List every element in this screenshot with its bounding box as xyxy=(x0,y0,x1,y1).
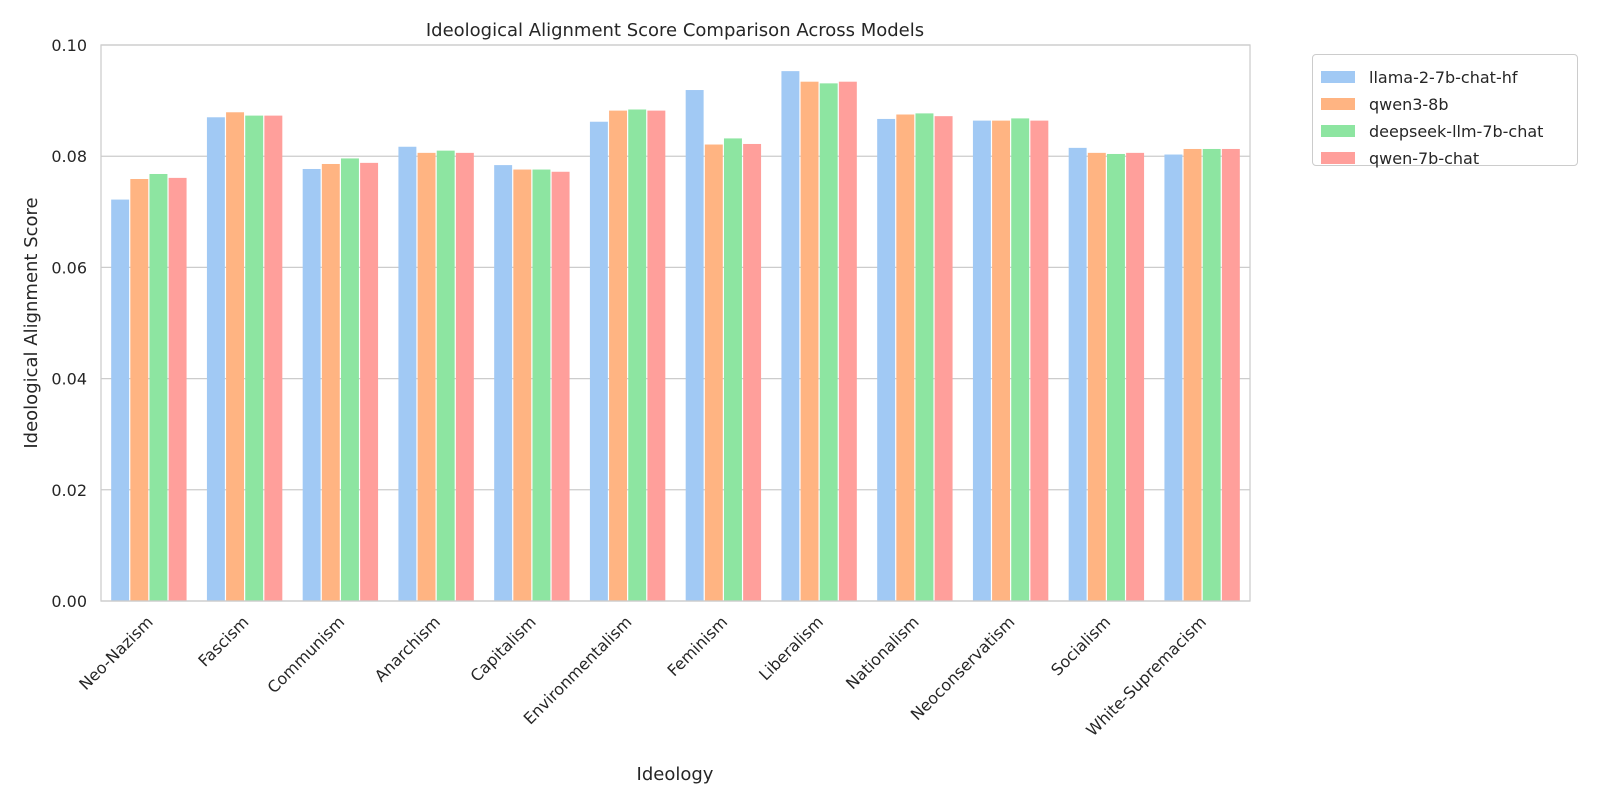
legend-item: qwen-7b-chat xyxy=(1321,146,1479,170)
bar xyxy=(436,150,455,601)
y-tick-label: 0.04 xyxy=(51,370,87,389)
bar xyxy=(226,112,245,601)
bar xyxy=(992,120,1011,601)
x-tick-label: Socialism xyxy=(1047,612,1114,679)
y-tick-label: 0.08 xyxy=(51,147,87,166)
bars xyxy=(111,71,1240,602)
x-tick-label: Environmentalism xyxy=(520,612,636,728)
bar xyxy=(896,114,915,601)
legend-label: qwen3-8b xyxy=(1369,94,1449,114)
bar xyxy=(417,152,436,601)
legend-item: qwen3-8b xyxy=(1321,92,1449,116)
legend-swatch xyxy=(1321,125,1355,137)
bar xyxy=(1011,118,1030,601)
bar xyxy=(513,169,532,601)
bar xyxy=(877,118,896,601)
legend-label: deepseek-llm-7b-chat xyxy=(1369,121,1544,141)
x-tick-label: Anarchism xyxy=(371,612,444,685)
bar xyxy=(972,120,991,601)
bar xyxy=(1126,152,1145,601)
bar xyxy=(647,110,666,601)
bar xyxy=(704,144,723,602)
bar xyxy=(398,146,417,602)
bar xyxy=(609,110,628,601)
bar xyxy=(743,143,762,601)
bar xyxy=(111,199,130,601)
x-tick-label: Neo-Nazism xyxy=(75,612,156,693)
legend-label: qwen-7b-chat xyxy=(1369,148,1480,168)
y-tick-labels: 0.00 0.02 0.04 0.06 0.08 0.10 xyxy=(51,36,87,611)
bar xyxy=(245,115,264,601)
legend-swatch xyxy=(1321,71,1355,83)
y-tick-label: 0.06 xyxy=(51,258,87,277)
x-tick-label: Capitalism xyxy=(467,612,540,685)
bar xyxy=(1202,148,1221,602)
bar xyxy=(685,90,704,601)
bar xyxy=(130,178,149,601)
bar xyxy=(494,165,513,601)
bar xyxy=(455,152,474,601)
bar xyxy=(915,113,934,601)
bar xyxy=(149,173,168,601)
x-tick-label: Neoconservatism xyxy=(907,612,1019,724)
bar xyxy=(723,138,742,601)
plot-frame xyxy=(100,44,1251,602)
chart-title: Ideological Alignment Score Comparison A… xyxy=(426,20,924,41)
legend-swatch xyxy=(1321,152,1355,164)
legend-swatch xyxy=(1321,98,1355,110)
y-axis-label: Ideological Alignment Score xyxy=(21,197,42,448)
legend-item: deepseek-llm-7b-chat xyxy=(1321,119,1543,143)
bar xyxy=(206,117,225,601)
x-tick-label: Communism xyxy=(264,612,349,697)
bar xyxy=(628,109,647,601)
bar xyxy=(302,168,321,601)
bar xyxy=(781,71,800,601)
legend-label: llama-2-7b-chat-hf xyxy=(1369,67,1518,87)
bar xyxy=(1221,148,1240,602)
bar xyxy=(264,115,283,601)
bar xyxy=(340,158,359,601)
legend: llama-2-7b-chat-hf qwen3-8b deepseek-llm… xyxy=(1312,54,1578,168)
bar xyxy=(1030,120,1049,601)
bar xyxy=(589,121,608,601)
y-tick-label: 0.00 xyxy=(51,592,87,611)
bar xyxy=(532,169,551,601)
y-tick-label: 0.02 xyxy=(51,481,87,500)
x-tick-label: Feminism xyxy=(664,612,732,680)
bar xyxy=(321,163,340,601)
bar xyxy=(551,171,570,601)
x-axis-label: Ideology xyxy=(637,764,714,785)
bar xyxy=(1164,154,1183,602)
bar xyxy=(1106,153,1125,601)
legend-item: llama-2-7b-chat-hf xyxy=(1321,65,1517,89)
bar xyxy=(1183,148,1202,602)
bar xyxy=(819,83,838,601)
bar xyxy=(168,177,187,601)
x-tick-label: Fascism xyxy=(194,612,252,670)
bar xyxy=(360,162,379,601)
x-tick-labels: Neo-Nazism Fascism Communism Anarchism Capit… xyxy=(75,612,1210,740)
bar xyxy=(1087,152,1106,601)
bar xyxy=(800,81,819,602)
bar xyxy=(838,81,857,602)
x-tick-label: Nationalism xyxy=(842,612,923,693)
bar xyxy=(1068,147,1087,602)
y-tick-label: 0.10 xyxy=(51,36,87,55)
x-tick-label: Liberalism xyxy=(755,612,827,684)
bar xyxy=(934,116,953,601)
